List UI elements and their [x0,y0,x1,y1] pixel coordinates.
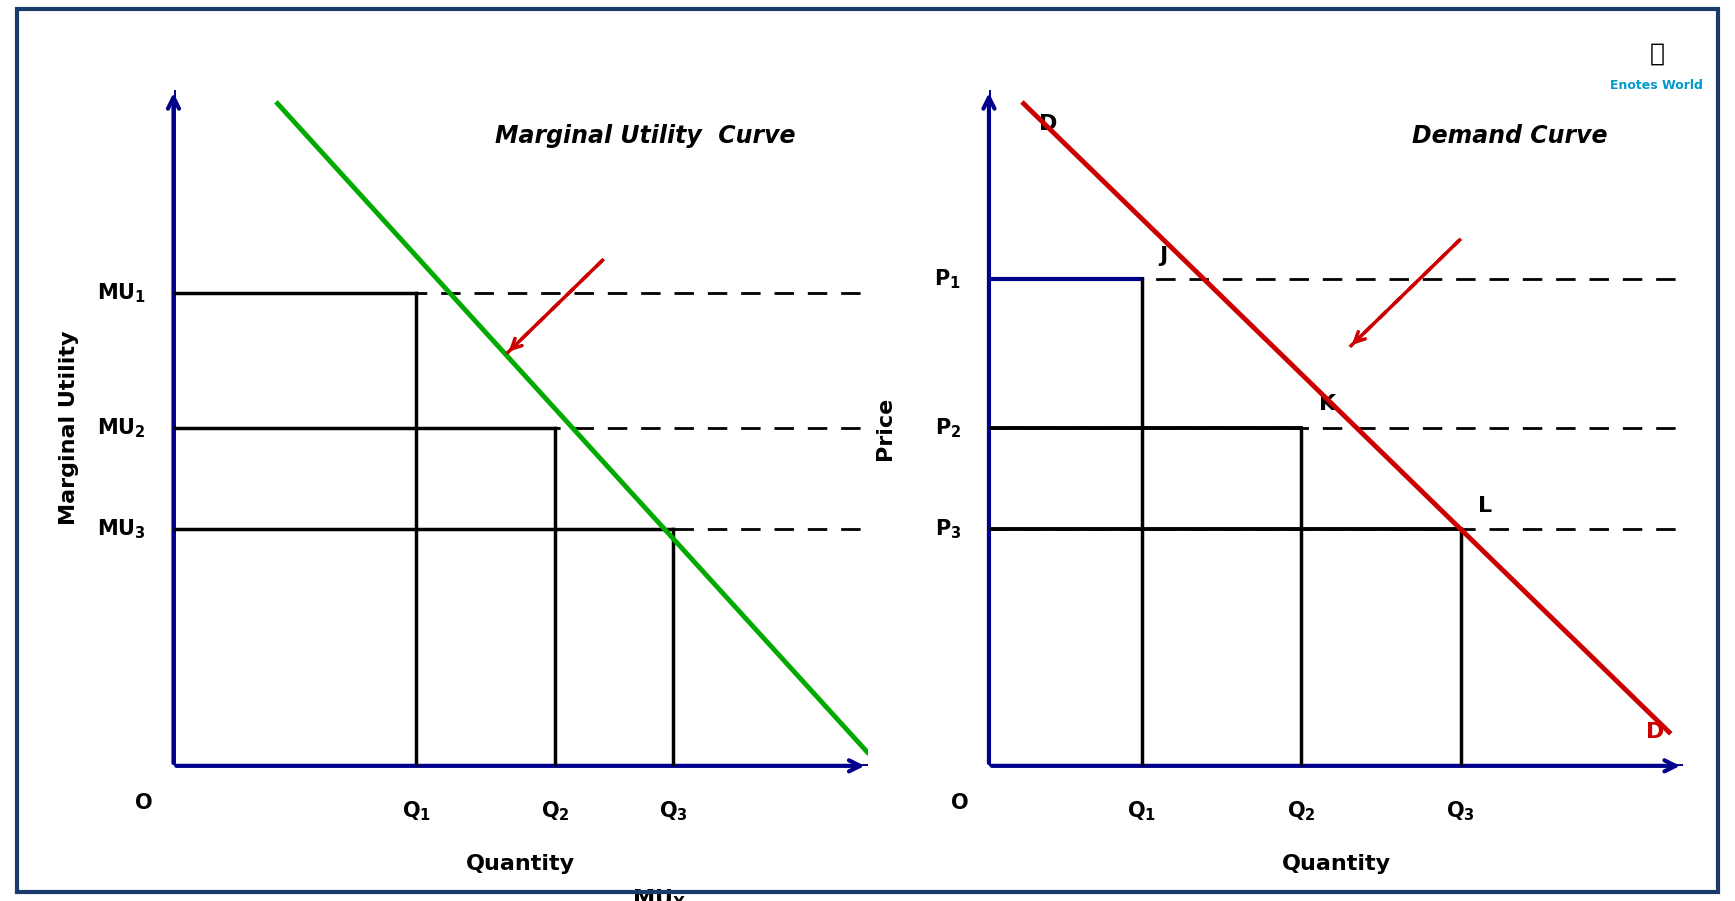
Text: $\mathbf{MU_1}$: $\mathbf{MU_1}$ [97,281,146,305]
Text: $\mathbf{MU_X}$: $\mathbf{MU_X}$ [632,887,687,901]
Text: O: O [951,793,968,813]
Text: K: K [1319,395,1336,414]
Text: $\mathbf{P_1}$: $\mathbf{P_1}$ [935,268,961,291]
Text: $\mathbf{Q_2}$: $\mathbf{Q_2}$ [1287,800,1315,824]
Text: $\mathbf{P_2}$: $\mathbf{P_2}$ [935,416,961,440]
Text: $\mathbf{Q_1}$: $\mathbf{Q_1}$ [1128,800,1156,824]
Text: $\mathbf{Q_3}$: $\mathbf{Q_3}$ [1447,800,1475,824]
Text: Marginal Utility: Marginal Utility [59,331,80,525]
Text: J: J [1159,246,1168,266]
Text: D: D [1647,722,1664,742]
Text: $\mathbf{MU_3}$: $\mathbf{MU_3}$ [97,517,146,542]
Text: L: L [1478,496,1492,515]
Text: 📚: 📚 [1650,42,1664,66]
Text: Quantity: Quantity [467,854,574,874]
Text: D: D [1039,114,1057,134]
Text: $\mathbf{P_3}$: $\mathbf{P_3}$ [935,517,961,542]
Text: $\mathbf{Q_2}$: $\mathbf{Q_2}$ [541,800,569,824]
Text: Quantity: Quantity [1282,854,1390,874]
Text: $\mathbf{Q_3}$: $\mathbf{Q_3}$ [659,800,687,824]
Text: Demand Curve: Demand Curve [1412,124,1607,148]
Text: Enotes World: Enotes World [1610,79,1704,92]
Text: $\mathbf{MU_2}$: $\mathbf{MU_2}$ [97,416,146,440]
Text: Marginal Utility  Curve: Marginal Utility Curve [494,124,796,148]
Text: Price: Price [874,396,895,460]
Text: $\mathbf{Q_1}$: $\mathbf{Q_1}$ [403,800,430,824]
Text: O: O [135,793,153,813]
